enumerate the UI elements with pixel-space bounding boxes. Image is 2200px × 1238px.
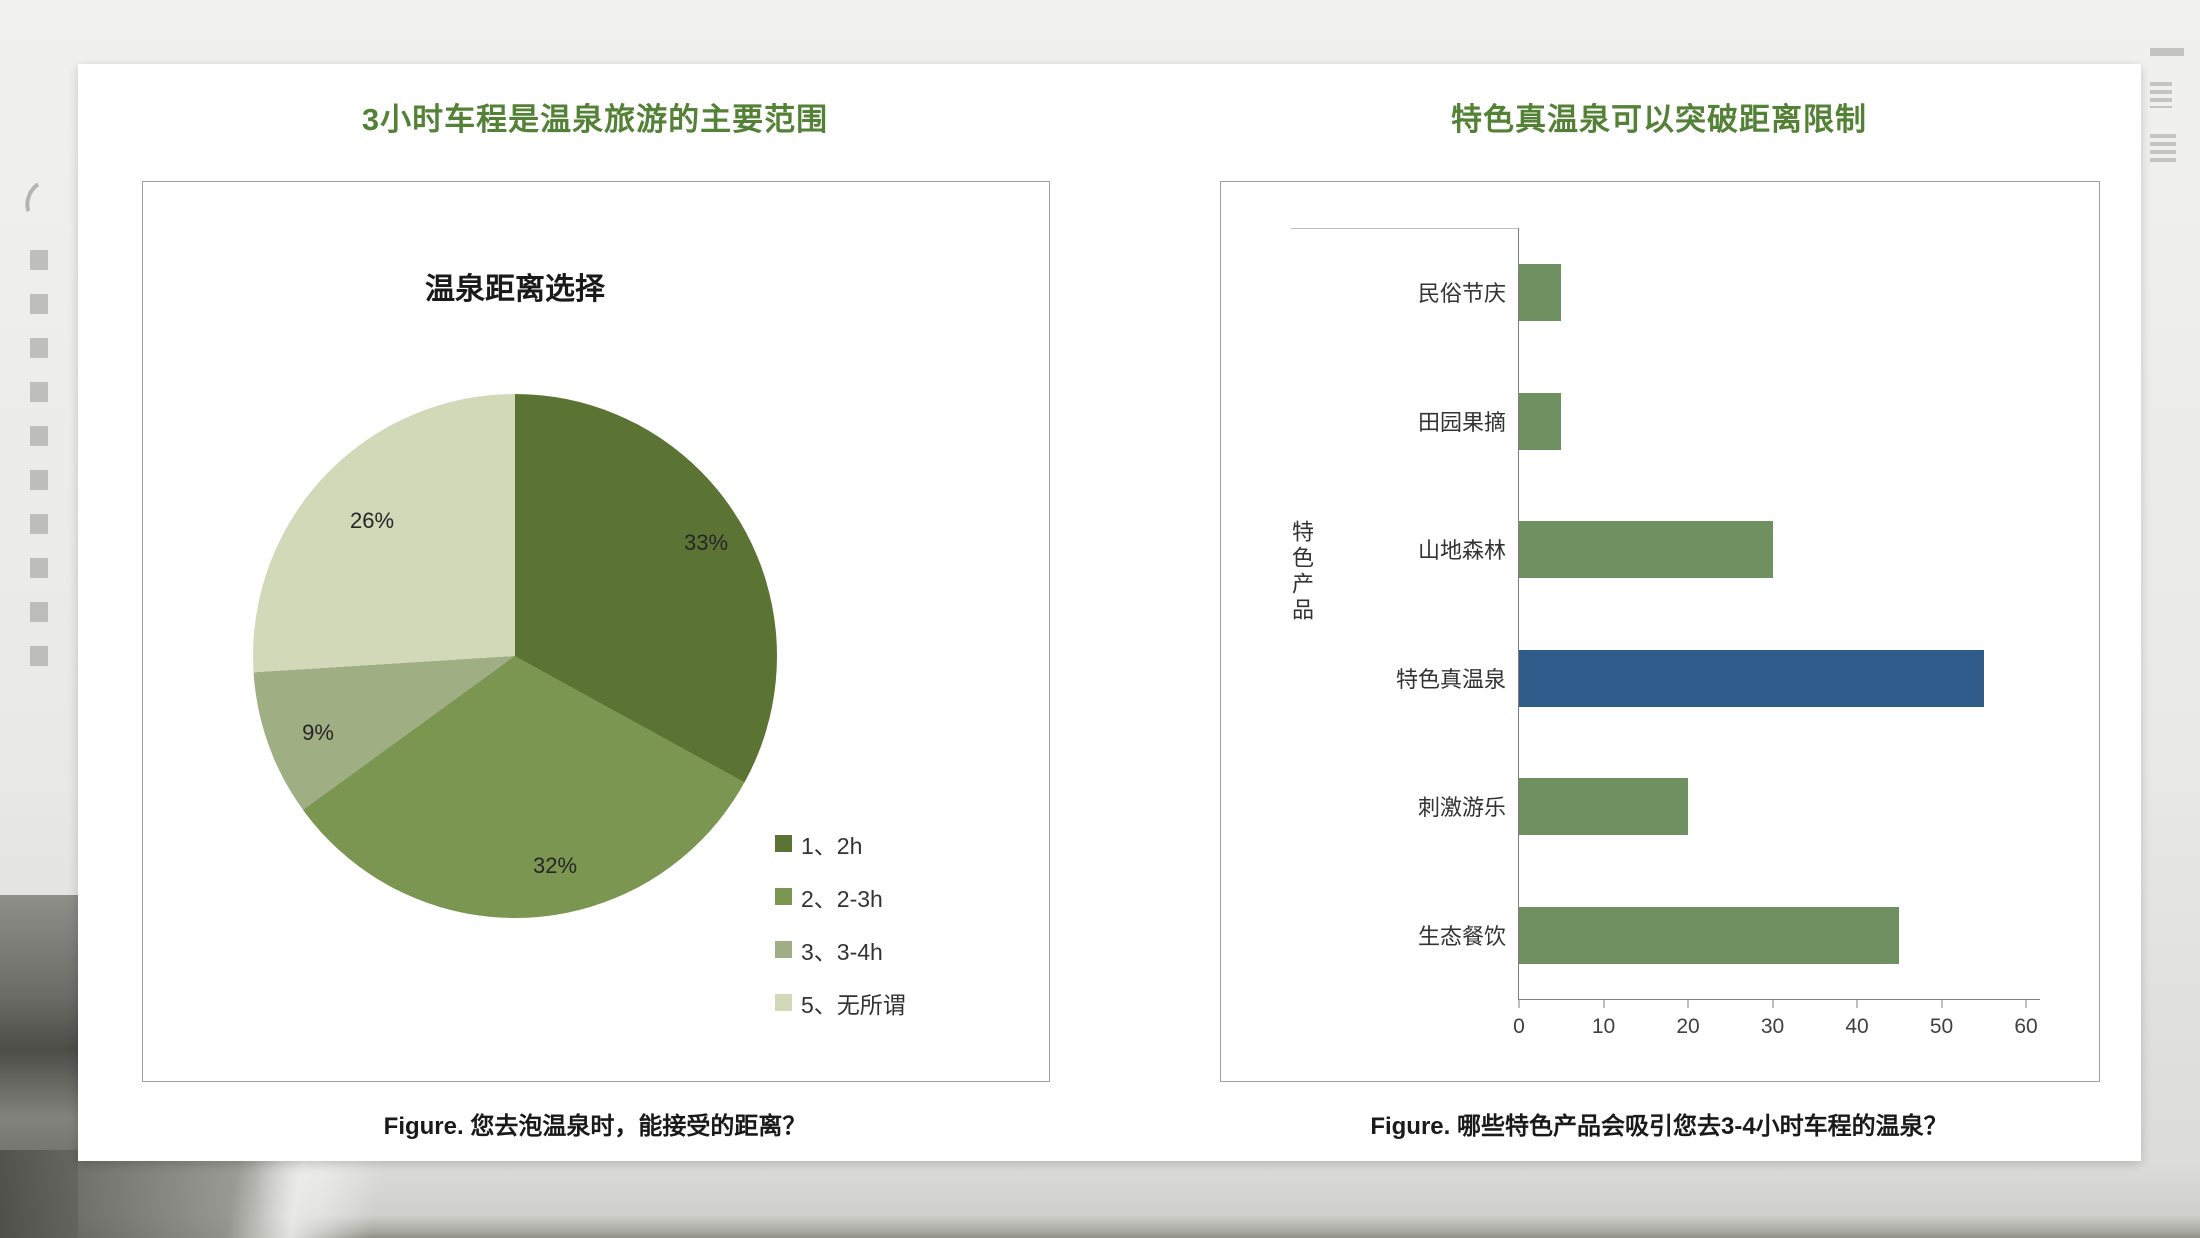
- bar-plot: 0 10 20 30 40 50 60: [1513, 228, 2040, 1038]
- x-axis-tick: [1772, 999, 1773, 1008]
- pie-value-label: 32%: [532, 853, 578, 878]
- bar: [1519, 392, 1562, 450]
- bar-category-label: 生态餐饮: [1417, 923, 1506, 949]
- legend-item: 2、2-3h: [775, 880, 906, 913]
- pie-panel-header: 3小时车程是温泉旅游的主要范围: [361, 102, 829, 137]
- legend-label: 3、3-4h: [801, 938, 883, 965]
- legend-swatch: [775, 888, 792, 905]
- x-axis-overhang: [2026, 999, 2040, 1000]
- x-axis-tick-label: 10: [1591, 1015, 1616, 1038]
- legend-label: 2、2-3h: [801, 885, 883, 912]
- x-axis-tick: [1687, 999, 1689, 1008]
- bar-row: [1519, 614, 2026, 743]
- x-axis-tick: [1518, 999, 1520, 1008]
- pie-value-label: 9%: [302, 720, 334, 745]
- bar-row: [1519, 357, 2026, 486]
- bar-row: [1519, 871, 2026, 1000]
- x-axis-tick: [1941, 999, 1942, 1008]
- bar: [1519, 521, 1773, 578]
- bar-category-label: 民俗节庆: [1417, 281, 1506, 307]
- bar: [1519, 906, 1900, 964]
- x-axis-tick-label: 30: [1760, 1015, 1785, 1038]
- bottom-diagonal-streak: [90, 1161, 610, 1238]
- bar-category-label: 刺激游乐: [1417, 795, 1506, 821]
- pie-caption: Figure. 您去泡温泉时，能接受的距离？: [383, 1113, 807, 1140]
- bar-category-label: 田园果摘: [1417, 409, 1506, 435]
- left-margin-clipped-text: [30, 250, 48, 690]
- x-axis-tick-label: 20: [1676, 1015, 1700, 1038]
- legend-item: 1、2h: [775, 827, 906, 860]
- bar-chart-frame: 特色产品 民俗节庆 田园果摘 山地森林 特色真温泉 刺激游乐 生态餐饮: [1220, 181, 2100, 1082]
- bar-category-label: 山地森林: [1417, 538, 1506, 564]
- bar: [1519, 264, 1562, 321]
- bar-caption: Figure. 哪些特色产品会吸引您去3-4小时车程的温泉？: [1370, 1113, 1948, 1140]
- bar: [1519, 649, 1984, 707]
- legend-item: 3、3-4h: [775, 933, 906, 966]
- bar-category-label: 特色真温泉: [1395, 666, 1506, 692]
- x-axis-tick: [1603, 999, 1604, 1008]
- pie-value-label: 26%: [349, 508, 395, 533]
- legend-item: 5、无所谓: [775, 986, 906, 1019]
- x-axis-tick-label: 50: [1929, 1015, 1954, 1038]
- bar-row: [1519, 228, 2026, 357]
- bar-panel-header: 特色真温泉可以突破距离限制: [1451, 102, 1867, 137]
- pie-chart-title: 温泉距离选择: [425, 273, 605, 306]
- pie-value-label: 33%: [683, 530, 729, 555]
- pie-chart: 33% 32% 9% 26%: [253, 394, 777, 918]
- bar-y-axis-title: 特色产品: [1289, 520, 1314, 624]
- x-axis-tick: [1856, 999, 1858, 1008]
- legend-swatch: [775, 994, 792, 1011]
- pie: [253, 394, 777, 918]
- x-axis-tick-label: 0: [1513, 1015, 1525, 1038]
- legend-swatch: [775, 835, 792, 852]
- x-axis-tick-label: 60: [2014, 1015, 2038, 1038]
- legend-label: 5、无所谓: [801, 991, 906, 1018]
- bar-category-labels: 民俗节庆 田园果摘 山地森林 特色真温泉 刺激游乐 生态餐饮: [1291, 228, 1506, 999]
- x-axis-tick-label: 40: [1845, 1015, 1869, 1038]
- bar-plot-topline: [1291, 228, 1519, 229]
- bar: [1519, 778, 1688, 835]
- pie-legend: 1、2h 2、2-3h 3、3-4h 5、无所谓: [775, 827, 906, 1019]
- left-margin-clipped-mark: [19, 175, 65, 227]
- pie-chart-frame: 温泉距离选择 33% 32% 9% 26% 1、2h 2、2-3h: [142, 181, 1050, 1082]
- legend-label: 1、2h: [801, 832, 863, 859]
- top-right-clipped-logo: [2150, 48, 2190, 218]
- x-axis-tick: [2025, 999, 2027, 1008]
- legend-swatch: [775, 941, 792, 958]
- bar-row: [1519, 742, 2026, 871]
- slide: 3小时车程是温泉旅游的主要范围 特色真温泉可以突破距离限制 温泉距离选择 33%…: [78, 64, 2141, 1161]
- bar-row: [1519, 485, 2026, 614]
